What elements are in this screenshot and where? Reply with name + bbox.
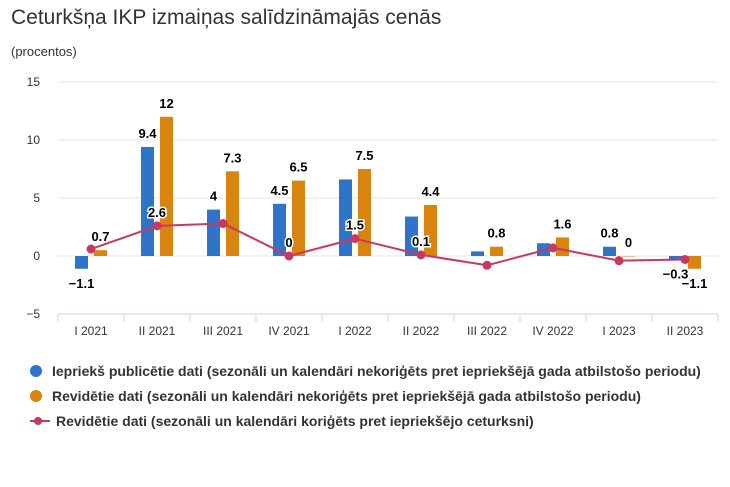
line-point xyxy=(482,260,492,270)
line-point xyxy=(680,254,690,264)
x-tick-label: II 2022 xyxy=(403,324,440,338)
line-data-label: 0.1 xyxy=(412,234,430,249)
line-point xyxy=(350,234,360,244)
line-point xyxy=(416,250,426,260)
bar-data-label: 6.5 xyxy=(289,160,307,175)
bar xyxy=(226,171,239,256)
bar-data-label: 0.7 xyxy=(91,229,109,244)
legend-item-adjusted[interactable]: Revidētie dati (sezonāli un kalendāri ko… xyxy=(30,410,730,432)
bar-data-label: 7.3 xyxy=(223,150,241,165)
legend-swatch-adjusted xyxy=(30,415,50,427)
bar xyxy=(603,246,616,256)
bar xyxy=(207,209,220,256)
line-point xyxy=(152,221,162,231)
x-tick-label: IV 2021 xyxy=(268,324,310,338)
y-tick-label: −5 xyxy=(26,307,40,321)
bar-data-label: 9.4 xyxy=(138,126,157,141)
x-tick-label: I 2022 xyxy=(338,324,372,338)
line-point xyxy=(86,244,96,254)
bar xyxy=(688,256,701,269)
bar-data-label: 4.5 xyxy=(270,183,288,198)
bar xyxy=(490,246,503,256)
legend-label-previous: Iepriekš publicētie dati (sezonāli un ka… xyxy=(52,363,701,379)
line-point xyxy=(614,256,624,266)
line-point xyxy=(218,219,228,229)
bar-data-label: 0.8 xyxy=(487,226,505,241)
bar-data-label: −0.3 xyxy=(663,266,689,281)
bar xyxy=(141,146,154,256)
bar xyxy=(405,216,418,256)
legend-swatch-revised xyxy=(30,390,42,402)
y-tick-label: 5 xyxy=(33,191,40,205)
bar xyxy=(622,256,635,257)
bar-data-label: 1.6 xyxy=(553,216,571,231)
line-data-label: 0 xyxy=(285,235,292,250)
bar xyxy=(160,116,173,256)
x-tick-label: IV 2022 xyxy=(532,324,574,338)
x-tick-label: III 2021 xyxy=(203,324,243,338)
bar-data-label: 4 xyxy=(210,189,218,204)
x-tick-label: II 2023 xyxy=(667,324,704,338)
bar xyxy=(292,180,305,256)
bar xyxy=(471,251,484,256)
bar-data-label: 0 xyxy=(625,235,632,250)
x-tick-label: II 2021 xyxy=(139,324,176,338)
chart-subtitle: (procentos) xyxy=(11,44,77,59)
bar-data-label: 0.8 xyxy=(600,226,618,241)
line-series xyxy=(90,222,686,267)
line-point xyxy=(548,243,558,253)
bar-data-label: −1.1 xyxy=(682,276,708,291)
legend-swatch-previous xyxy=(30,365,42,377)
bar xyxy=(424,204,437,256)
bar-data-label: 4.4 xyxy=(421,184,440,199)
bar xyxy=(358,169,371,256)
chart-title: Ceturkšņa IKP izmaiņas salīdzināmajās ce… xyxy=(11,6,442,29)
chart-plot: −5 0 5 10 15 I 2021 II 2021 III 2021 IV 2021 I 20… xyxy=(26,75,719,338)
bar-data-label: 12 xyxy=(159,96,173,111)
line-point xyxy=(284,251,294,261)
y-tick-label: 10 xyxy=(27,133,41,147)
bar-data-label: 7.5 xyxy=(355,148,373,163)
bar xyxy=(273,203,286,256)
bar xyxy=(556,237,569,256)
legend-item-revised[interactable]: Revidētie dati (sezonāli un kalendāri ne… xyxy=(30,385,730,407)
y-tick-label: 15 xyxy=(27,75,41,89)
chart-legend: Iepriekš publicētie dati (sezonāli un ka… xyxy=(30,360,730,435)
bar xyxy=(669,256,682,260)
bar xyxy=(94,250,107,256)
x-tick-label: III 2022 xyxy=(467,324,507,338)
x-tick-label: I 2021 xyxy=(74,324,108,338)
x-tick-label: I 2023 xyxy=(602,324,636,338)
legend-label-adjusted: Revidētie dati (sezonāli un kalendāri ko… xyxy=(56,413,534,429)
bar-data-label: −1.1 xyxy=(69,276,95,291)
legend-label-revised: Revidētie dati (sezonāli un kalendāri ne… xyxy=(52,388,641,404)
line-data-label: 2.6 xyxy=(148,205,166,220)
y-tick-label: 0 xyxy=(33,249,40,263)
bar xyxy=(75,256,88,269)
bar xyxy=(339,179,352,256)
line-data-label: 1.5 xyxy=(346,218,364,233)
legend-item-previous[interactable]: Iepriekš publicētie dati (sezonāli un ka… xyxy=(30,360,730,382)
